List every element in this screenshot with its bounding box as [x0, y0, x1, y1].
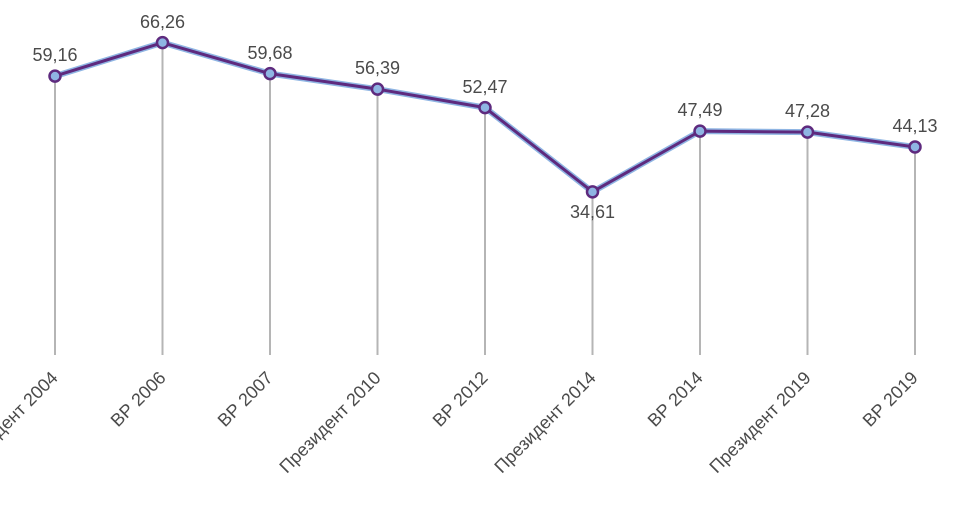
- data-marker: [372, 84, 383, 95]
- data-marker: [157, 37, 168, 48]
- data-marker: [50, 71, 61, 82]
- data-marker: [695, 126, 706, 137]
- data-marker: [910, 141, 921, 152]
- data-marker: [802, 127, 813, 138]
- data-marker: [480, 102, 491, 113]
- line-chart: 59,1666,2659,6856,3952,4734,6147,4947,28…: [0, 0, 953, 520]
- data-marker: [587, 186, 598, 197]
- chart-svg: [0, 0, 953, 520]
- data-marker: [265, 68, 276, 79]
